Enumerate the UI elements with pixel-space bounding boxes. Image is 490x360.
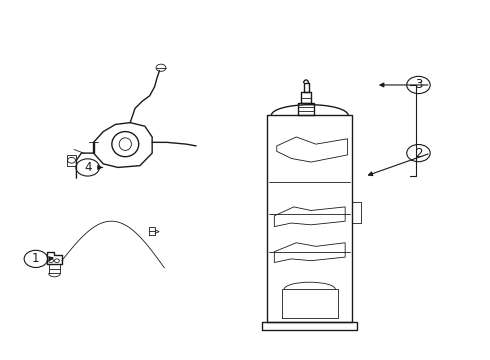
- Text: 3: 3: [415, 78, 422, 91]
- Text: 1: 1: [32, 252, 40, 265]
- Text: 2: 2: [415, 147, 422, 159]
- Text: 4: 4: [84, 161, 92, 174]
